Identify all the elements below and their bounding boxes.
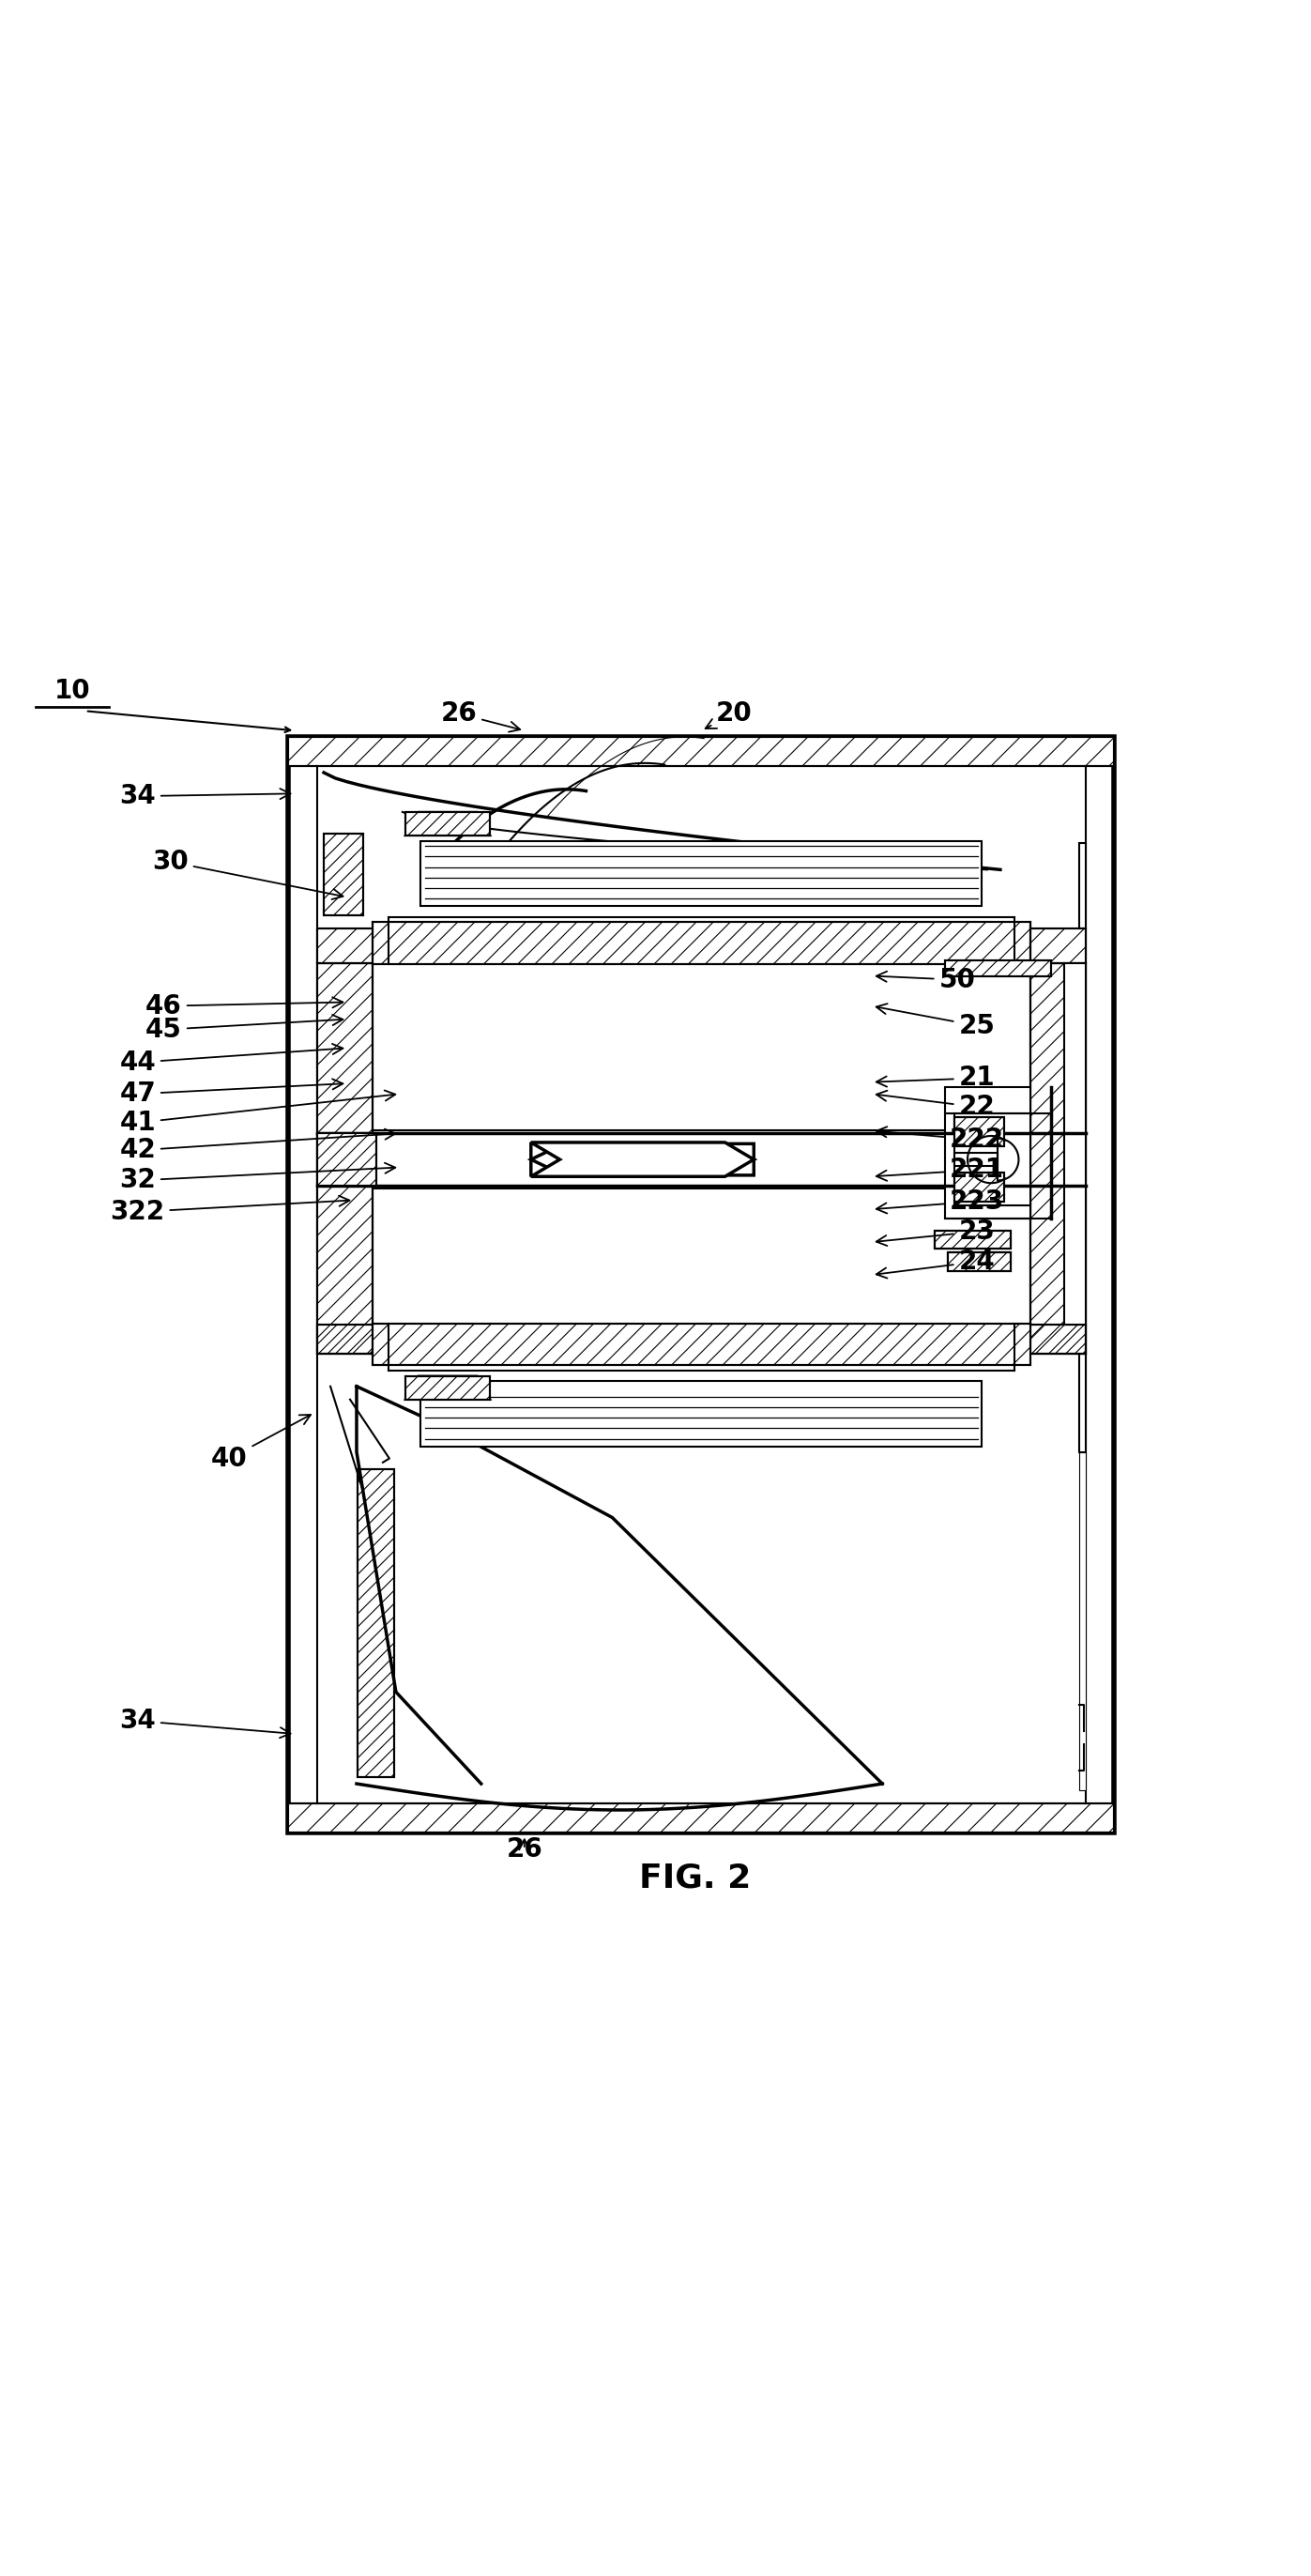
Text: 221: 221: [876, 1157, 1004, 1182]
Text: 30: 30: [152, 848, 343, 899]
Bar: [1030, 963, 1086, 1352]
Bar: [288, 737, 1114, 765]
Text: 20: 20: [705, 701, 753, 729]
Bar: [317, 1133, 376, 1185]
Polygon shape: [531, 1141, 754, 1177]
Text: 22: 22: [876, 1090, 995, 1121]
Bar: [1065, 963, 1086, 1324]
Bar: [1079, 1352, 1086, 1453]
Bar: [954, 1118, 1004, 1146]
Bar: [317, 930, 1086, 963]
Text: 23: 23: [876, 1218, 995, 1247]
Bar: [317, 1133, 376, 1185]
Bar: [358, 1468, 395, 1777]
Bar: [421, 1381, 982, 1448]
Bar: [945, 961, 1051, 976]
Text: 223: 223: [876, 1188, 1004, 1216]
Bar: [954, 1118, 1004, 1146]
Text: 45: 45: [146, 1015, 343, 1043]
Text: 50: 50: [876, 966, 975, 992]
Bar: [954, 1172, 1004, 1200]
Bar: [317, 1324, 1086, 1352]
Bar: [372, 922, 1030, 963]
Polygon shape: [531, 1144, 754, 1175]
Text: 25: 25: [876, 1005, 995, 1038]
Bar: [405, 1376, 490, 1399]
Bar: [372, 922, 1030, 963]
Text: 34: 34: [119, 783, 291, 809]
Bar: [324, 832, 363, 914]
Bar: [948, 1252, 1011, 1270]
Bar: [358, 1468, 395, 1777]
Text: 322: 322: [110, 1195, 350, 1226]
Bar: [948, 1252, 1011, 1270]
Bar: [324, 832, 363, 914]
Text: 34: 34: [119, 1708, 291, 1739]
Bar: [954, 1113, 1030, 1206]
Text: FIG. 2: FIG. 2: [638, 1862, 751, 1893]
Text: 26: 26: [440, 701, 520, 732]
Text: 222: 222: [876, 1126, 1004, 1154]
Bar: [935, 1231, 1011, 1249]
Text: 41: 41: [119, 1090, 396, 1136]
Text: 32: 32: [119, 1162, 396, 1193]
Bar: [317, 1324, 1086, 1352]
Bar: [945, 961, 1051, 976]
Polygon shape: [531, 1144, 754, 1175]
Bar: [954, 1172, 1004, 1200]
Text: 21: 21: [876, 1064, 995, 1092]
Bar: [317, 930, 1086, 963]
Polygon shape: [405, 811, 490, 835]
Bar: [421, 840, 982, 907]
Text: 40: 40: [211, 1414, 311, 1471]
Text: 24: 24: [876, 1249, 995, 1278]
Bar: [288, 737, 1114, 765]
Text: 46: 46: [146, 992, 343, 1020]
Bar: [945, 1087, 1030, 1218]
Bar: [1079, 842, 1086, 930]
Bar: [405, 811, 490, 835]
Bar: [317, 963, 372, 1352]
Text: 42: 42: [119, 1128, 396, 1164]
Bar: [1079, 1453, 1086, 1790]
Bar: [935, 1231, 1011, 1249]
Bar: [1030, 963, 1086, 1352]
Text: 47: 47: [119, 1079, 343, 1108]
Bar: [372, 1324, 1030, 1365]
Bar: [948, 1252, 1011, 1270]
Bar: [954, 1154, 998, 1167]
Text: 44: 44: [119, 1043, 343, 1077]
Text: 26: 26: [506, 1837, 543, 1862]
Bar: [288, 1803, 1114, 1832]
Polygon shape: [405, 1376, 490, 1399]
Bar: [935, 1231, 1011, 1249]
Bar: [317, 963, 372, 1352]
Bar: [288, 1803, 1114, 1832]
Bar: [405, 1376, 490, 1399]
Bar: [372, 1324, 1030, 1365]
Text: 10: 10: [54, 677, 90, 703]
Bar: [405, 811, 490, 835]
Bar: [288, 737, 1114, 1832]
